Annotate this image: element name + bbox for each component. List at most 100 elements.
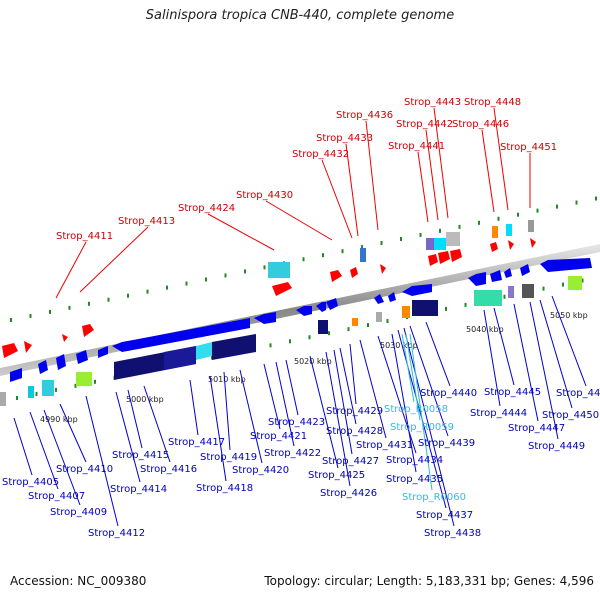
gene-label[interactable]: Strop_4412 [88,528,145,539]
gene-label[interactable]: Strop_4407 [28,491,85,502]
gene-label[interactable]: Strop_4435 [386,474,443,485]
gene-reverse [326,298,338,310]
tick-dot [127,293,129,298]
gene-reverse [402,284,432,296]
gene-label[interactable]: Strop_4448 [464,97,521,108]
gene-label[interactable]: Strop_4437 [416,510,473,521]
gene-label[interactable]: Strop_4446 [452,119,509,130]
gene-label[interactable]: Strop_R0059 [390,422,454,433]
leader-lines-rna [401,333,433,491]
leader-line [403,327,455,527]
gene-label[interactable]: Strop_4423 [268,417,325,428]
gene-label[interactable]: Strop_4411 [56,231,113,242]
leader-line [55,241,87,299]
gene-label[interactable]: Strop_4419 [200,452,257,463]
gene-reverse [98,346,108,358]
gene-label[interactable]: Strop_4428 [326,426,383,437]
gene-label[interactable]: Strop_4441 [388,141,445,152]
block-dark [212,334,256,360]
tick-dot [581,278,584,283]
gene-label[interactable]: Strop_4431 [356,440,413,451]
gene-reverse [490,270,502,282]
kbp-label: 5050 kbp [550,311,588,320]
tick-dot [289,339,291,344]
gene-label[interactable]: Strop_4420 [232,465,289,476]
gene-label[interactable]: Strop_4410 [56,464,113,475]
gene-label[interactable]: Strop_4417 [168,437,225,448]
gene-label[interactable]: Strop_4421 [250,431,307,442]
tick-dot [166,285,168,290]
gene-label[interactable]: Strop_4453 [556,388,600,399]
gene-label[interactable]: Strop_4450 [542,410,599,421]
leader-line [275,361,295,447]
gene-label[interactable]: Strop_4438 [424,528,481,539]
gene-label[interactable]: Strop_4416 [140,464,197,475]
block-grey [446,232,460,246]
gene-label[interactable]: Strop_4405 [2,477,59,488]
gene-label[interactable]: Strop_4451 [500,142,557,153]
tick-dot [302,257,305,262]
gene-label[interactable]: Strop_4429 [326,406,383,417]
leader-line [43,409,81,506]
gene-label[interactable]: Strop_4418 [196,483,253,494]
leader-line [405,333,421,421]
gene-label[interactable]: Strop_4425 [308,470,365,481]
leader-line [425,129,439,221]
leader-line [365,120,379,231]
leader-line [59,403,87,463]
gene-label[interactable]: Strop_4409 [50,507,107,518]
leader-line [223,371,231,451]
gene-reverse [540,258,592,272]
gene-label[interactable]: Strop_4444 [470,408,527,419]
tick-dot [595,196,597,201]
gene-label[interactable]: Strop_4427 [322,456,379,467]
gene-label[interactable]: Strop_4432 [292,149,349,160]
gene-forward [508,240,514,250]
gene-reverse [10,368,22,382]
gene-label[interactable]: Strop_4449 [528,441,585,452]
tick-dot [205,277,207,282]
block-orange [352,318,358,326]
tick-dot [517,212,519,217]
gene-label[interactable]: Strop_4430 [236,190,293,201]
gene-label[interactable]: Strop_4414 [110,484,167,495]
gene-label[interactable]: Strop_4434 [386,455,443,466]
block-cyan [28,386,34,398]
tick-dot [10,318,12,322]
tick-dot [386,319,389,324]
gene-reverse [388,292,396,302]
leader-line [539,299,573,409]
tick-dot [269,343,272,348]
gene-label[interactable]: Strop_4445 [484,387,541,398]
gene-label[interactable]: Strop_4433 [316,133,373,144]
tick-dot [380,241,383,246]
leader-line [325,351,351,487]
gene-label[interactable]: Strop_4443 [404,97,461,108]
leader-line [285,359,299,416]
tick-dot [29,313,32,318]
gene-forward [24,341,32,353]
gene-reverse [76,350,88,364]
leader-line [189,379,199,436]
gene-label[interactable]: Strop_4422 [264,448,321,459]
gene-label[interactable]: Strop_4440 [420,388,477,399]
tick-dot [107,297,110,302]
gene-label[interactable]: Strop_4439 [418,438,475,449]
gene-label[interactable]: Strop_4447 [508,423,565,434]
gene-label[interactable]: Strop_R0058 [384,404,448,415]
kbp-label: 5010 kbp [208,375,246,384]
block-grey [528,220,534,232]
gene-label[interactable]: Strop_4442 [396,119,453,130]
gene-label[interactable]: Strop_4436 [336,110,393,121]
gene-label[interactable]: Strop_4415 [112,450,169,461]
tick-dot [347,327,350,332]
tick-dot [328,331,330,336]
gene-label[interactable]: Strop_R0060 [402,492,466,503]
leader-line [433,107,449,219]
gene-label[interactable]: Strop_4413 [118,216,175,227]
gene-forward [490,242,498,252]
gene-label[interactable]: Strop_4424 [178,203,235,214]
gene-forward [380,264,386,274]
gene-label[interactable]: Strop_4426 [320,488,377,499]
